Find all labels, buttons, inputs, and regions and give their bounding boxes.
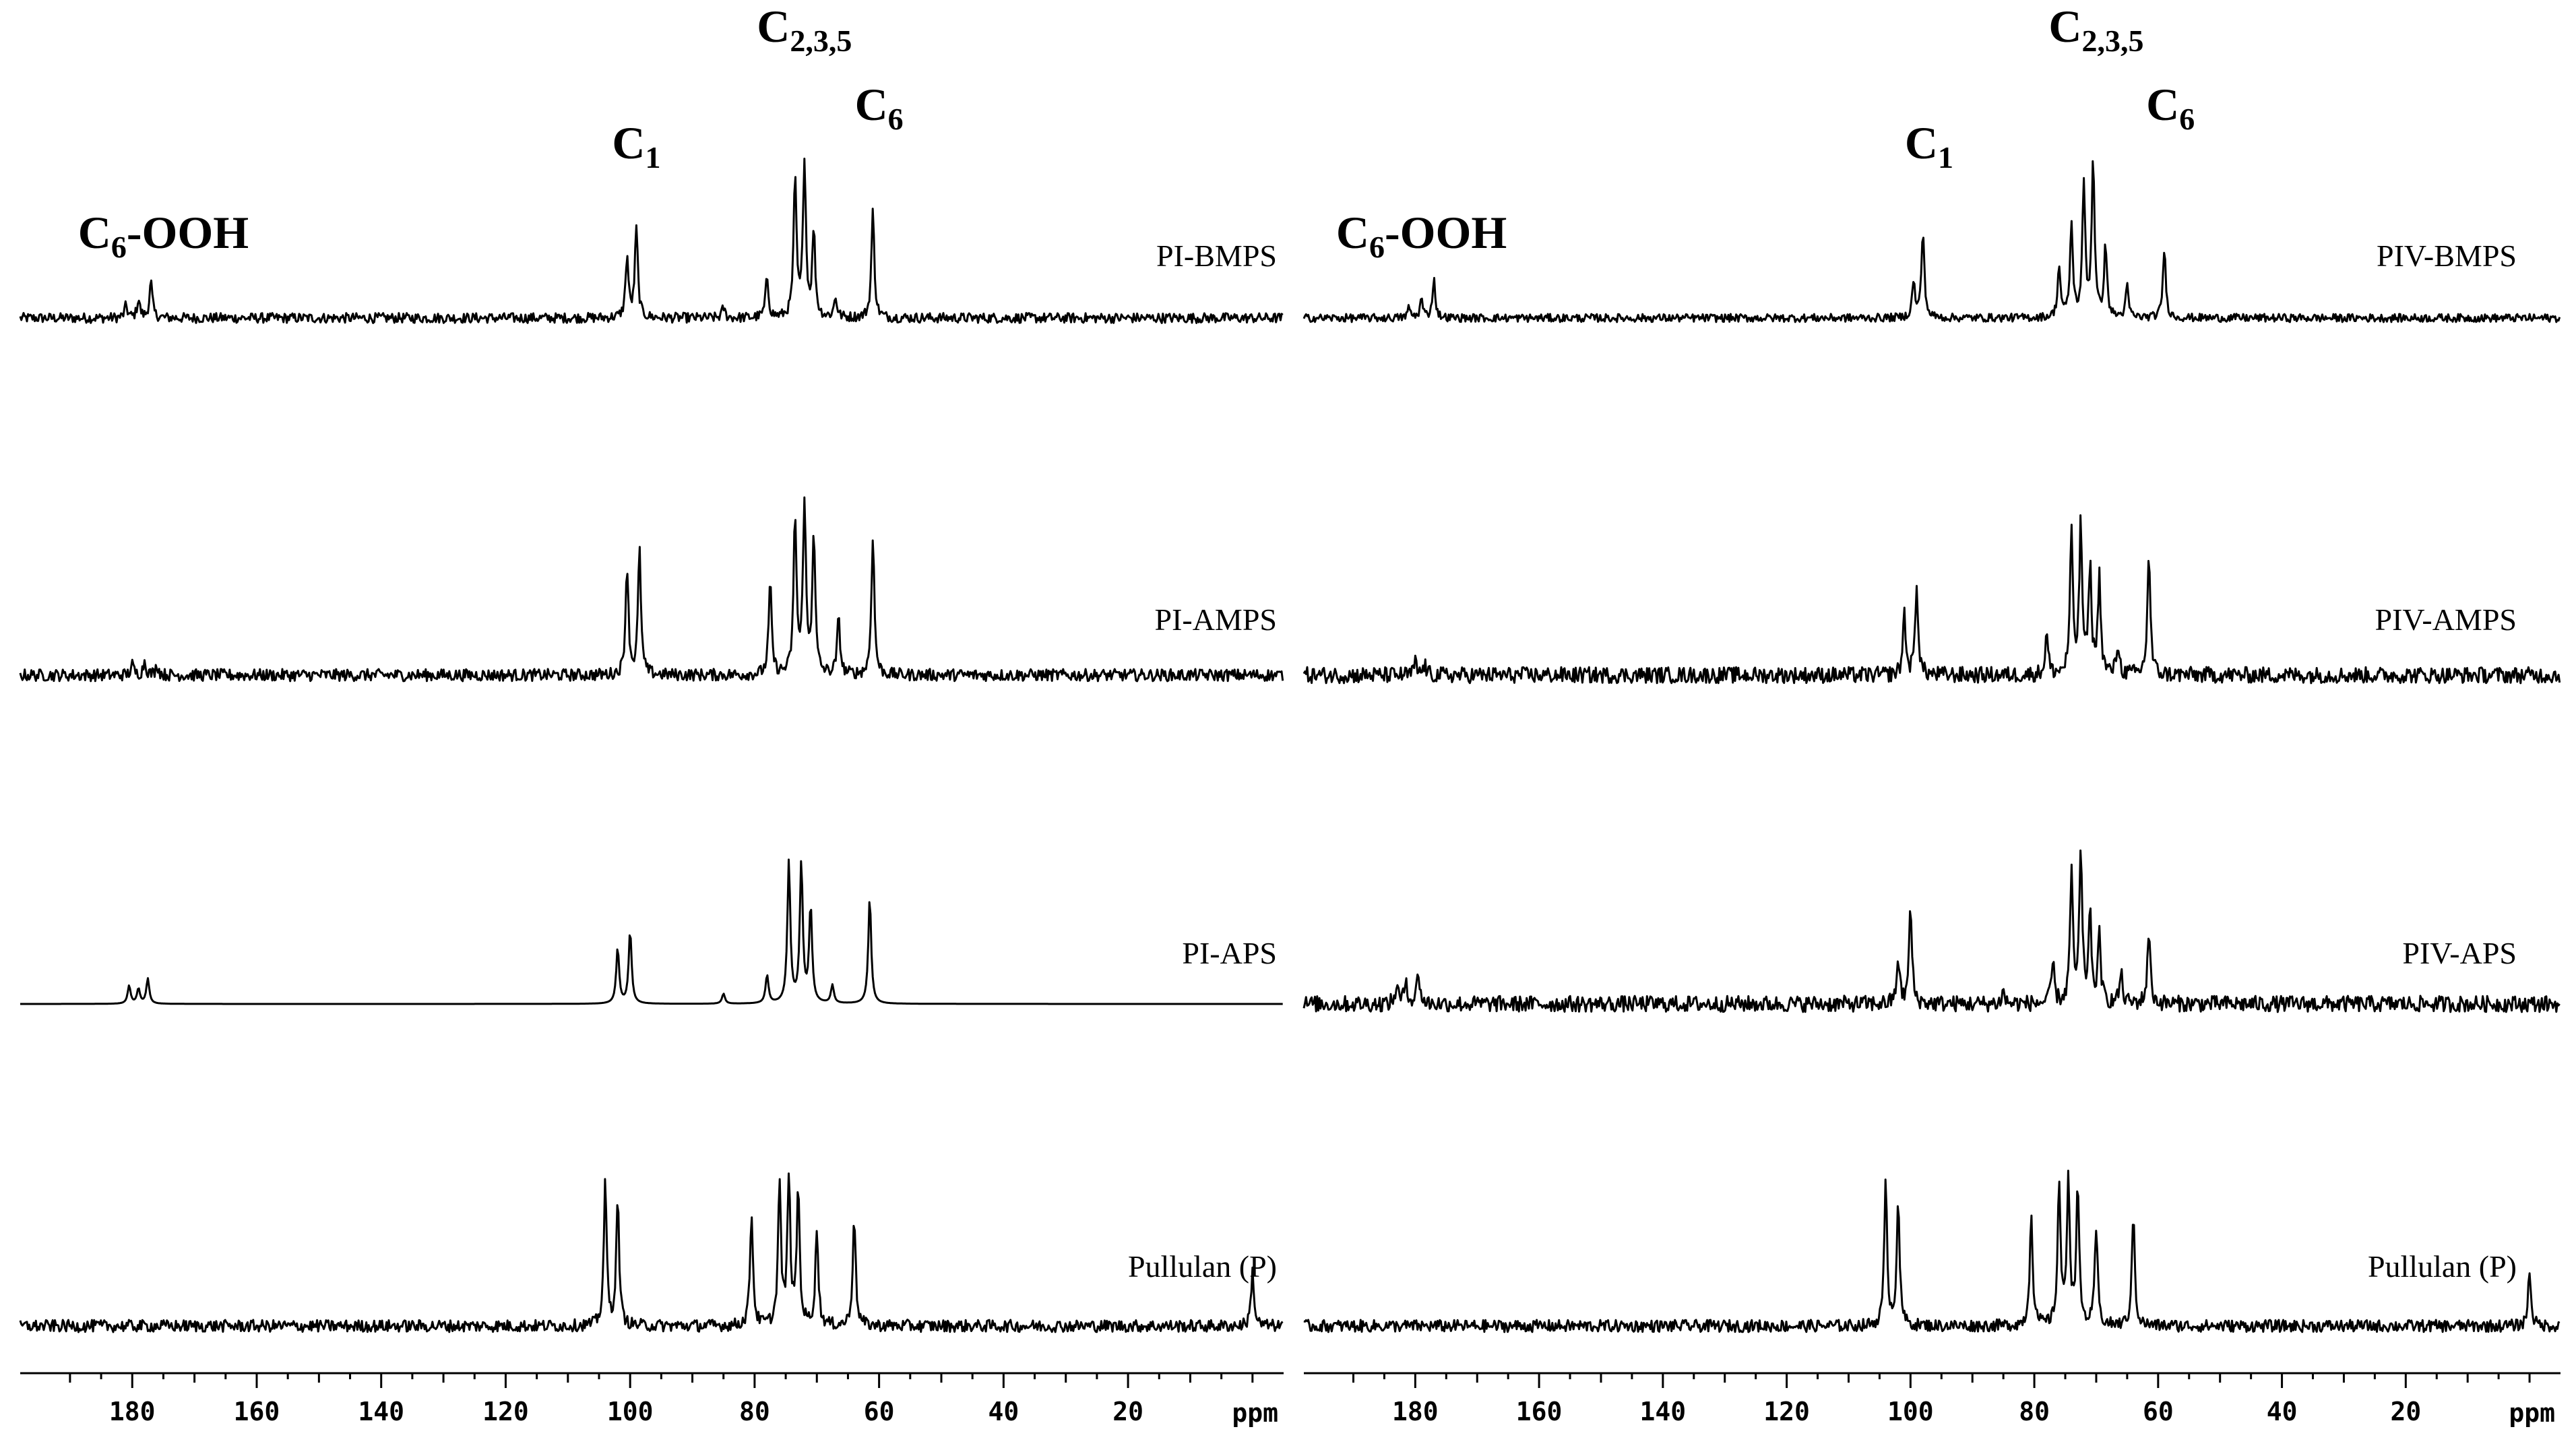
- spectrum-trace: [19, 1172, 1284, 1333]
- axis-tick-label: 100: [1887, 1397, 1934, 1426]
- trace-label: PI-BMPS: [1156, 239, 1277, 273]
- axis-tick-label: 20: [1112, 1397, 1143, 1426]
- axis-tick-label: 40: [988, 1397, 1019, 1426]
- spectrum-trace: [20, 858, 1283, 1005]
- axis-tick-label: 20: [2390, 1397, 2421, 1426]
- axis-tick-label: 100: [607, 1397, 654, 1426]
- axis-tick-label: 80: [2019, 1397, 2050, 1426]
- left-spectra-panel: PI-BMPS PI-AMPS PI-APS Pullulan (P) C6-OOH C1…: [19, 1, 1284, 1428]
- spectrum-trace: [1302, 514, 2561, 685]
- axis-tick-label: 180: [109, 1397, 156, 1426]
- axis-tick-label: 60: [2143, 1397, 2174, 1426]
- axis-tick-label: 60: [864, 1397, 895, 1426]
- axis-tick-label: 140: [1640, 1397, 1687, 1426]
- peak-assignment-label: C6: [2146, 79, 2195, 136]
- axis-tick-label: 180: [1392, 1397, 1439, 1426]
- trace-label: Pullulan (P): [1128, 1249, 1277, 1284]
- spectrum-trace: [1302, 160, 2561, 323]
- axis-unit-label: ppm: [1232, 1398, 1278, 1428]
- trace-label: PI-AMPS: [1154, 602, 1277, 637]
- spectrum-trace: [1303, 1170, 2561, 1333]
- trace-label: PIV-APS: [2402, 936, 2517, 970]
- axis-tick-label: 160: [1516, 1397, 1563, 1426]
- trace-label: PIV-BMPS: [2377, 239, 2517, 273]
- axis-tick-label: 80: [739, 1397, 770, 1426]
- right-spectra-panel: PIV-BMPS PIV-AMPS PIV-APS Pullulan (P) C6-OO…: [1302, 1, 2561, 1428]
- peak-assignment-label: C1: [612, 117, 660, 175]
- axis-tick-label: 160: [234, 1397, 280, 1426]
- trace-label: PIV-AMPS: [2375, 602, 2517, 637]
- axis-unit-label: ppm: [2509, 1398, 2555, 1428]
- peak-assignment-label: C1: [1905, 117, 1953, 175]
- peak-assignment-label: C6-OOH: [1336, 207, 1507, 264]
- trace-label: Pullulan (P): [2368, 1249, 2517, 1284]
- spectrum-trace: [19, 158, 1284, 324]
- axis-tick-label: 140: [358, 1397, 404, 1426]
- axis-tick-label: 120: [482, 1397, 529, 1426]
- spectrum-trace: [1302, 849, 2561, 1013]
- peak-assignment-label: C6: [855, 79, 904, 136]
- peak-assignment-label: C2,3,5: [2048, 1, 2143, 58]
- peak-assignment-label: C6-OOH: [78, 207, 249, 264]
- axis-tick-label: 120: [1763, 1397, 1810, 1426]
- axis-tick-label: 40: [2267, 1397, 2298, 1426]
- peak-assignment-label: C2,3,5: [757, 1, 852, 58]
- spectrum-trace: [19, 496, 1284, 683]
- trace-label: PI-APS: [1182, 936, 1277, 970]
